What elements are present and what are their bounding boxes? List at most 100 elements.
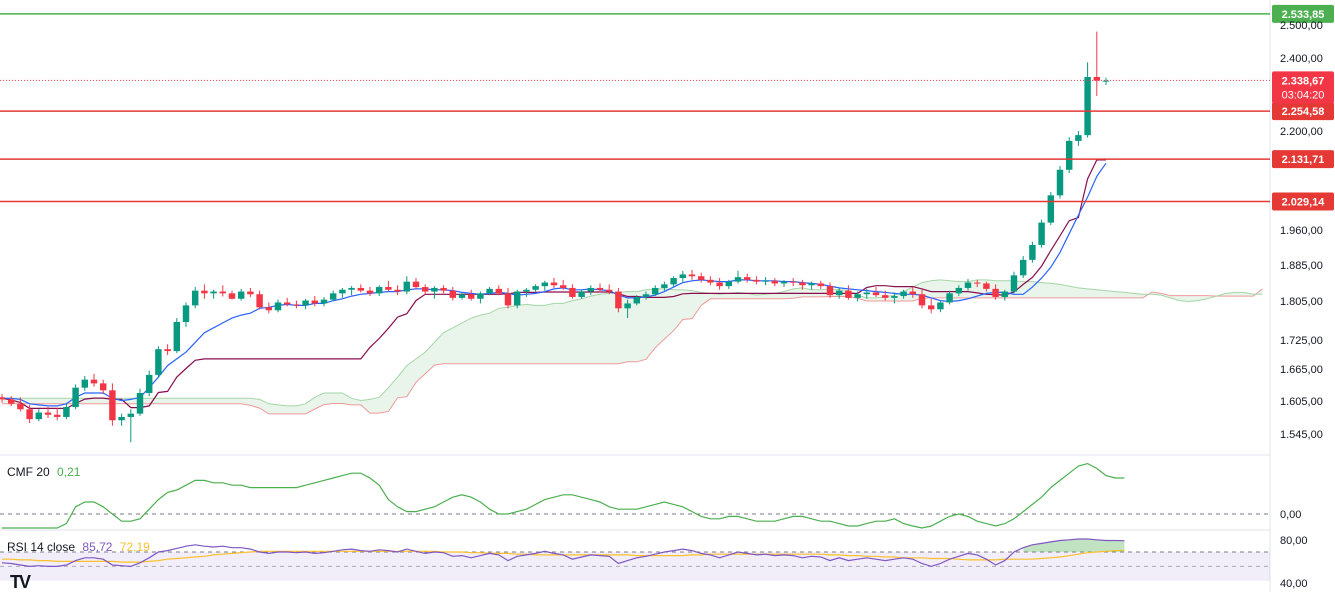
candle-body <box>992 288 999 297</box>
candle-body <box>320 299 328 304</box>
candle-body <box>707 279 714 283</box>
price-tick-label: 2.500,00 <box>1280 20 1323 32</box>
candle-body <box>762 280 769 282</box>
candle-body <box>918 294 926 306</box>
price-tick-label: 1.605,00 <box>1280 396 1323 408</box>
candle-body <box>237 291 245 299</box>
candle-body <box>845 290 852 298</box>
candle-body <box>421 287 429 292</box>
price-tick-label: 1.960,00 <box>1280 225 1323 237</box>
candle-body <box>513 291 521 306</box>
rsi-ma-value: 72,19 <box>119 540 150 554</box>
candle-body <box>835 290 843 296</box>
candle-body <box>477 293 484 299</box>
candle-body <box>0 397 6 400</box>
ichimoku-cloud <box>2 279 1263 414</box>
candle-body <box>53 414 61 417</box>
candle-body <box>909 291 917 295</box>
price-tick-label: 1.545,00 <box>1280 429 1323 441</box>
price-tick-label: 2.400,00 <box>1280 53 1323 65</box>
price-tick-label: 1.885,00 <box>1280 260 1323 272</box>
level-tag <box>1272 4 1334 23</box>
candle-body <box>891 296 898 298</box>
candle-body <box>1038 222 1045 245</box>
tradingview-logo: TV <box>10 572 31 593</box>
candle-body <box>26 409 33 420</box>
logo-text: TV <box>10 572 31 592</box>
candle-body <box>771 280 779 284</box>
candle-body <box>550 282 558 286</box>
kijun-line <box>1 159 1106 409</box>
candle-body <box>495 288 503 294</box>
cmf-line <box>2 462 1125 529</box>
candle-body <box>283 302 291 305</box>
price-tick-label: 1.805,00 <box>1280 296 1323 308</box>
candle-body <box>486 288 493 294</box>
candle-body <box>1010 275 1018 292</box>
cmf-label: CMF 20 <box>7 465 50 479</box>
candle-body <box>72 387 79 408</box>
level-label: 2.533,85 <box>1282 9 1325 21</box>
candle-body <box>927 305 935 310</box>
candle-body <box>357 287 365 291</box>
candle-body <box>679 274 687 279</box>
candle-body <box>219 291 227 294</box>
candle-body <box>946 293 953 303</box>
candle-body <box>1047 195 1055 223</box>
rsi-label: RSI 14 close <box>7 540 76 554</box>
candle-body <box>265 307 273 311</box>
rsi-tick-label: 40,00 <box>1280 578 1308 590</box>
candle-body <box>81 379 89 388</box>
candle-body <box>780 281 788 284</box>
candle-body <box>449 290 457 298</box>
candle-body <box>541 282 549 287</box>
candle-body <box>385 287 392 290</box>
cmf-legend: CMF 20 0,21 <box>7 465 84 479</box>
candle-body <box>523 289 530 292</box>
candle-body <box>1084 76 1091 136</box>
candle-body <box>983 283 990 289</box>
candle-body <box>587 287 595 292</box>
price-tick-label: 1.725,00 <box>1280 335 1323 347</box>
candle-body <box>191 290 199 306</box>
price-tick-label: 2.200,00 <box>1280 126 1323 138</box>
candle-body <box>155 349 162 375</box>
candle-body <box>955 287 963 294</box>
level-label: 2.029,14 <box>1282 196 1326 208</box>
candle-body <box>1093 76 1101 81</box>
candle-body <box>615 291 622 309</box>
candle-body <box>605 289 613 292</box>
candle-body <box>256 294 263 308</box>
candle-body <box>854 294 861 298</box>
candle-body <box>651 287 659 295</box>
candle-body <box>964 282 972 288</box>
candle-body <box>753 279 760 282</box>
candle-body <box>339 289 346 294</box>
current-price-tag <box>1272 71 1334 104</box>
candle-body <box>247 291 254 295</box>
candle-body <box>1056 169 1064 196</box>
candle-body <box>366 290 374 294</box>
candle-body <box>789 281 797 283</box>
candle-body <box>293 304 300 306</box>
candle-body <box>504 293 512 306</box>
cloud-span-b <box>2 288 1263 415</box>
countdown-label: 03:04:20 <box>1282 89 1325 101</box>
level-tag <box>1272 192 1334 211</box>
candle-body <box>44 412 52 415</box>
candle-body <box>458 294 466 298</box>
rsi-tick-label: 80,00 <box>1280 535 1308 547</box>
price-tick-label: 1.665,00 <box>1280 364 1323 376</box>
level-tag <box>1272 102 1334 121</box>
candle-body <box>394 289 401 292</box>
current-price-label: 2.338,67 <box>1282 75 1325 87</box>
candle-body <box>90 379 98 384</box>
candle-body <box>596 287 604 290</box>
candle-body <box>63 407 70 417</box>
candle-body <box>1019 259 1027 276</box>
candle-body <box>109 390 116 421</box>
candle-body <box>716 282 723 287</box>
candle-body <box>302 300 309 306</box>
candle-body <box>1075 135 1082 141</box>
candle-body <box>403 281 411 292</box>
